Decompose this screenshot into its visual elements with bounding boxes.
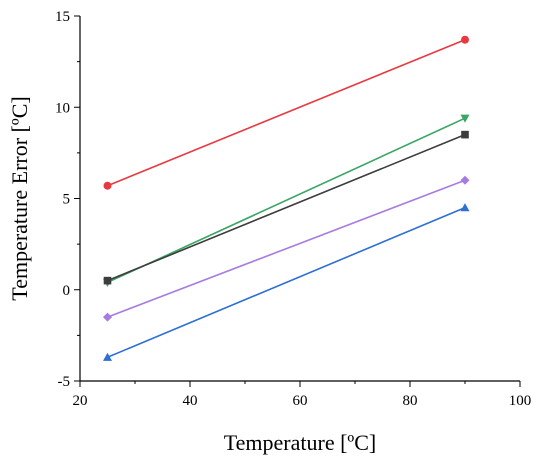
y-tick-label: 10 [55, 100, 70, 116]
series-line [107, 206, 466, 359]
x-tick-label: 80 [403, 393, 418, 409]
series-1 [103, 35, 469, 190]
x-tick-label: 100 [509, 393, 532, 409]
data-point-circle [103, 181, 112, 190]
data-point-circle [461, 35, 469, 44]
series-line [107, 133, 466, 282]
x-axis-title: Temperature [ºC] [224, 430, 377, 455]
x-ticks: 20 40 60 80 100 [73, 381, 532, 409]
x-tick-label: 60 [293, 393, 308, 409]
y-ticks: -5 0 5 10 15 [55, 9, 80, 390]
series-4 [103, 175, 470, 322]
x-tick-label: 20 [73, 393, 88, 409]
axes [79, 16, 520, 382]
series-2 [103, 114, 470, 287]
series-line [107, 38, 466, 187]
data-point-diamond [103, 312, 112, 322]
y-tick-label: 15 [55, 9, 70, 25]
data-point-triangle-up [103, 352, 112, 361]
series-layer [103, 35, 470, 361]
y-tick-label: -5 [58, 374, 71, 390]
data-point-diamond [460, 175, 470, 185]
x-tick-label: 40 [183, 393, 198, 409]
data-point-square [461, 130, 469, 139]
series-5 [103, 203, 470, 361]
y-tick-label: 5 [63, 192, 71, 208]
data-point-triangle-up [460, 203, 470, 212]
y-tick-label: 0 [63, 283, 71, 299]
y-axis-title: Temperature Error [ºC] [7, 96, 32, 300]
series-line [107, 117, 466, 284]
series-line [107, 179, 466, 318]
data-point-square [103, 276, 112, 285]
data-point-triangle-down [460, 114, 470, 123]
series-3 [103, 130, 469, 285]
